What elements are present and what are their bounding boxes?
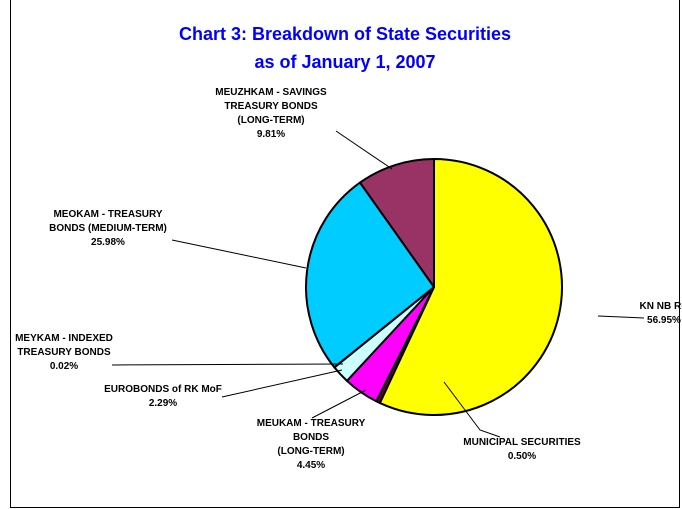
- chart-frame: [10, 0, 680, 508]
- slice-category-label-6: MEOKAM - TREASURY: [53, 209, 162, 220]
- pie-slice-7: [359, 158, 435, 288]
- pie-slice-1: [378, 158, 563, 416]
- slice-value-label-6: 25.98%: [91, 237, 125, 248]
- leader-line-2: [443, 381, 501, 438]
- slice-category-label-7: MEUZHKAM - SAVINGS: [215, 87, 327, 98]
- leader-line-1: [597, 315, 645, 319]
- leader-line-5: [111, 363, 344, 366]
- slice-category-label-5: TREASURY BONDS: [17, 347, 111, 358]
- chart-title-line-1: Chart 3: Breakdown of State Securities: [179, 24, 511, 44]
- slice-category-label-4: EUROBONDS of RK MoF: [104, 384, 222, 395]
- slice-category-label-3: BONDS: [293, 432, 329, 443]
- slice-category-label-7: TREASURY BONDS: [224, 101, 318, 112]
- leader-line-3: [311, 389, 367, 419]
- leader-line-6: [171, 239, 307, 269]
- leader-line-7: [335, 130, 393, 170]
- chart-title-line-2: as of January 1, 2007: [254, 52, 435, 72]
- slice-value-label-1: 56.95%: [647, 315, 681, 326]
- slice-category-label-7: (LONG-TERM): [237, 115, 304, 126]
- slice-category-label-6: BONDS (MEDIUM-TERM): [49, 223, 167, 234]
- slice-category-label-2: MUNICIPAL SECURITIES: [463, 437, 581, 448]
- slice-category-label-5: MEYKAM - INDEXED: [15, 333, 113, 344]
- slice-category-label-3: MEUKAM - TREASURY: [257, 418, 366, 429]
- slice-value-label-7: 9.81%: [257, 129, 285, 140]
- pie-slice-6: [305, 181, 435, 369]
- slice-value-label-2: 0.50%: [508, 451, 536, 462]
- leader-line-4: [221, 369, 343, 398]
- slice-value-label-5: 0.02%: [50, 361, 78, 372]
- slice-value-label-3: 4.45%: [297, 460, 325, 471]
- slice-category-label-3: (LONG-TERM): [277, 446, 344, 457]
- slice-value-label-4: 2.29%: [149, 398, 177, 409]
- slice-category-label-1: KN NB RK: [640, 301, 682, 312]
